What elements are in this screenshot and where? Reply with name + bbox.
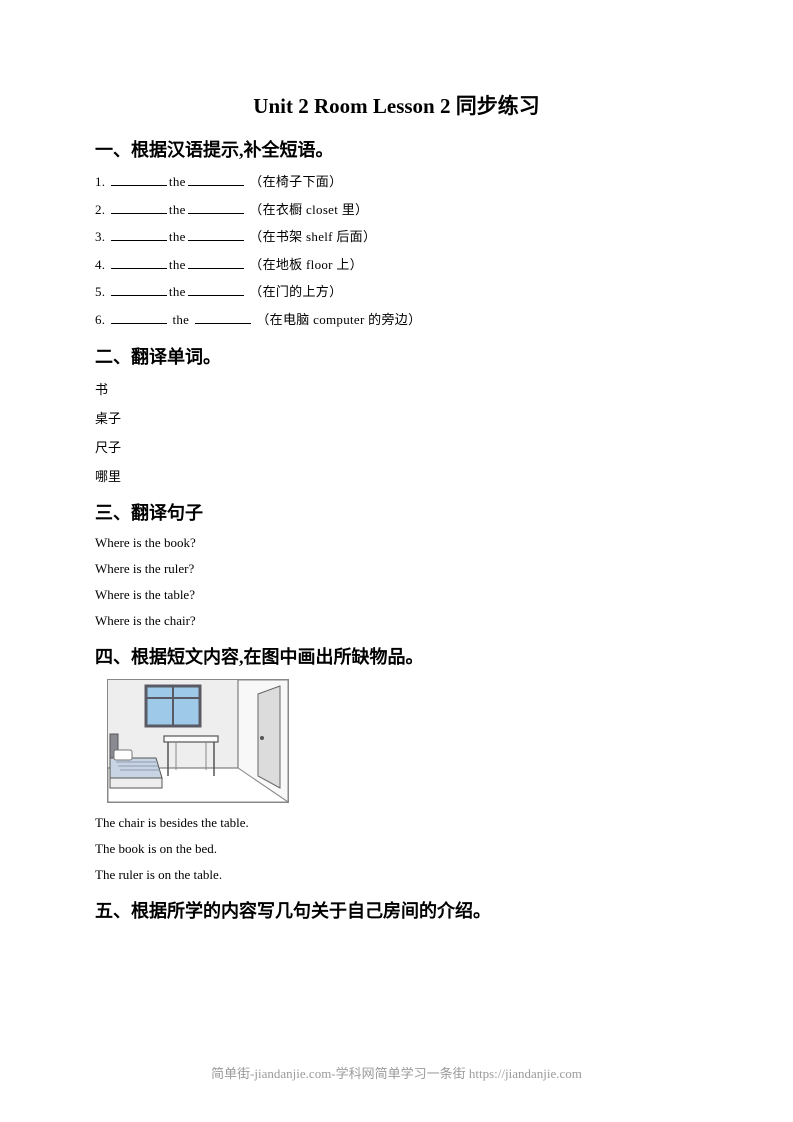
word-2: 桌子 — [95, 408, 698, 427]
item-num: 4. — [95, 257, 105, 272]
blank[interactable] — [188, 201, 244, 214]
item-num: 6. — [95, 312, 105, 327]
page-footer: 简单街-jiandanjie.com-学科网简单学习一条街 https://ji… — [0, 1063, 793, 1082]
item-hint: （在衣橱 closet 里） — [249, 202, 368, 217]
blank[interactable] — [188, 228, 244, 241]
blank[interactable] — [111, 256, 167, 269]
word-3: 尺子 — [95, 437, 698, 456]
item-mid: the — [169, 174, 186, 189]
room-svg — [108, 680, 288, 802]
section5-heading: 五、根据所学的内容写几句关于自己房间的介绍。 — [95, 897, 698, 923]
page-title: Unit 2 Room Lesson 2 同步练习 — [95, 90, 698, 120]
blank[interactable] — [195, 311, 251, 324]
item-hint: （在椅子下面） — [249, 174, 342, 189]
blank[interactable] — [111, 173, 167, 186]
item-num: 5. — [95, 284, 105, 299]
sentence-2: Where is the ruler? — [95, 561, 698, 577]
blank[interactable] — [188, 256, 244, 269]
fill-item-3: 3. the （在书架 shelf 后面） — [95, 227, 698, 247]
bed-side — [110, 778, 162, 788]
section1-heading: 一、根据汉语提示,补全短语。 — [95, 136, 698, 162]
room-image — [107, 679, 289, 803]
section3-heading: 三、翻译句子 — [95, 499, 698, 525]
section4-sentence-3: The ruler is on the table. — [95, 867, 698, 883]
section4-sentence-1: The chair is besides the table. — [95, 815, 698, 831]
pillow — [114, 750, 132, 760]
item-hint: （在书架 shelf 后面） — [249, 229, 376, 244]
item-mid: the — [169, 202, 186, 217]
fill-item-2: 2. the （在衣橱 closet 里） — [95, 200, 698, 220]
word-4: 哪里 — [95, 466, 698, 485]
fill-item-4: 4. the （在地板 floor 上） — [95, 255, 698, 275]
blank[interactable] — [111, 311, 167, 324]
fill-item-6: 6. the （在电脑 computer 的旁边） — [95, 310, 698, 330]
bed-mattress — [110, 758, 162, 778]
item-num: 2. — [95, 202, 105, 217]
item-num: 1. — [95, 174, 105, 189]
sentence-1: Where is the book? — [95, 535, 698, 551]
item-mid: the — [169, 229, 186, 244]
fill-item-5: 5. the （在门的上方） — [95, 282, 698, 302]
item-mid: the — [169, 284, 186, 299]
item-hint: （在地板 floor 上） — [249, 257, 363, 272]
door-handle — [260, 736, 264, 740]
section2-heading: 二、翻译单词。 — [95, 343, 698, 369]
blank[interactable] — [111, 228, 167, 241]
word-1: 书 — [95, 379, 698, 398]
blank[interactable] — [188, 173, 244, 186]
sentence-4: Where is the chair? — [95, 613, 698, 629]
section4-sentence-2: The book is on the bed. — [95, 841, 698, 857]
item-hint: （在电脑 computer 的旁边） — [256, 312, 421, 327]
item-mid: the — [169, 257, 186, 272]
item-mid: the — [169, 312, 193, 327]
blank[interactable] — [111, 201, 167, 214]
blank[interactable] — [188, 283, 244, 296]
sentence-3: Where is the table? — [95, 587, 698, 603]
section4-heading: 四、根据短文内容,在图中画出所缺物品。 — [95, 643, 698, 669]
item-num: 3. — [95, 229, 105, 244]
item-hint: （在门的上方） — [249, 284, 342, 299]
fill-item-1: 1. the （在椅子下面） — [95, 172, 698, 192]
table-top — [164, 736, 218, 742]
blank[interactable] — [111, 283, 167, 296]
